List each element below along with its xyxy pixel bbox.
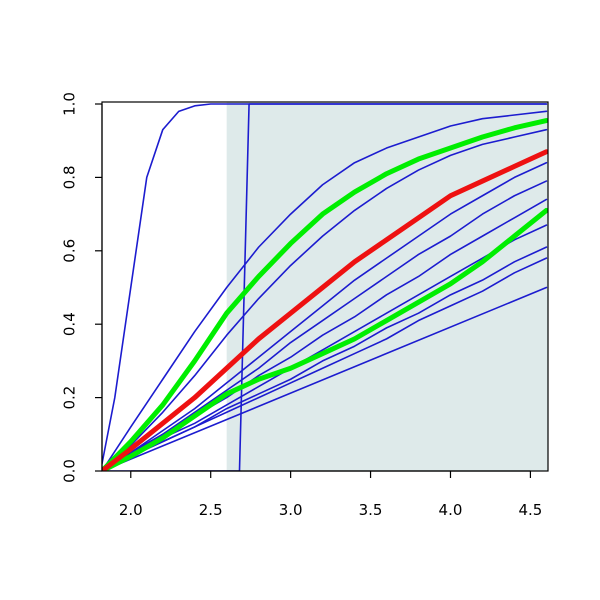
curve	[102, 103, 548, 465]
y-tick-label: 1.0	[61, 92, 79, 116]
curve	[102, 180, 548, 471]
curve	[102, 149, 548, 471]
x-tick-label: 3.0	[279, 501, 303, 519]
curve	[102, 257, 548, 471]
y-tick-label: 0.4	[61, 312, 79, 336]
y-tick-label: 0.0	[61, 459, 79, 483]
x-tick-label: 2.0	[119, 501, 143, 519]
y-tick-label: 0.2	[61, 386, 79, 410]
shaded-region	[226, 102, 548, 471]
curve	[102, 128, 548, 471]
axes: 0.0 0.2 0.4 0.6 0.8 1.0 2.0 2.5 3.0 3.5 4.0 4.5	[61, 92, 549, 519]
curve	[102, 103, 548, 471]
x-tick-label: 4.0	[439, 501, 463, 519]
curve	[102, 161, 548, 471]
x-tick-label: 3.5	[359, 501, 383, 519]
plot-area	[102, 102, 548, 471]
curve	[102, 207, 548, 471]
curve	[102, 286, 548, 471]
curve	[102, 110, 548, 471]
curve	[102, 118, 548, 471]
x-tick-label: 2.5	[199, 501, 223, 519]
x-tick-label: 4.5	[518, 501, 542, 519]
y-tick-label: 0.8	[61, 165, 79, 189]
y-tick-label: 0.6	[61, 239, 79, 263]
